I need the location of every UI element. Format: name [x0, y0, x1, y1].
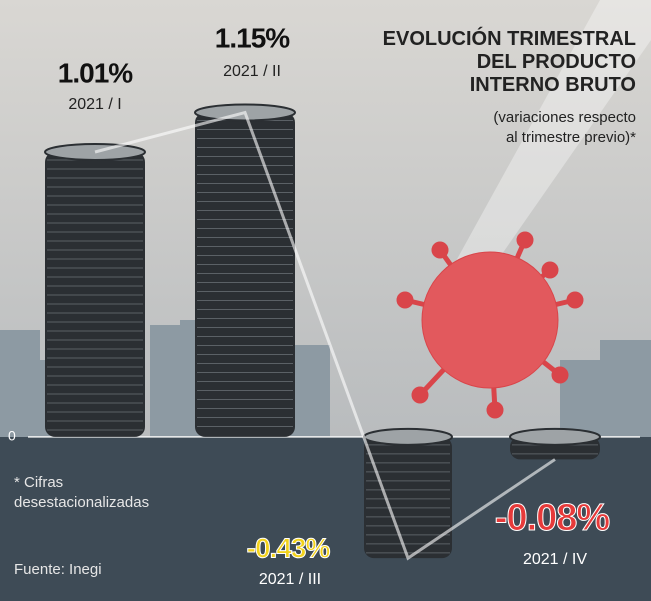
x-tick-label: 2021 / I — [68, 96, 121, 113]
x-tick-label: 2021 / III — [259, 571, 321, 588]
note: * Cifras desestacionalizadas — [14, 474, 149, 511]
chart-subtitle: (variaciones respecto al trimestre previo… — [493, 109, 636, 146]
coin-stack — [195, 112, 295, 437]
coin-top — [363, 427, 453, 446]
value-label: 1.15% — [215, 22, 290, 53]
coin-stack — [364, 436, 452, 559]
value-label: 1.01% — [58, 57, 133, 88]
trend-line — [94, 110, 556, 561]
lower-band — [0, 437, 651, 601]
value-label: -0.08% — [495, 497, 610, 539]
coin-top — [509, 427, 601, 446]
value-label: -0.43% — [247, 532, 331, 563]
y-tick-label: 0 — [8, 428, 16, 444]
light-beam — [440, 0, 651, 300]
x-tick-label: 2021 / IV — [523, 551, 587, 568]
x-tick-label: 2021 / II — [223, 63, 281, 80]
virus — [396, 231, 584, 419]
chart-title: EVOLUCIÓN TRIMESTRAL DEL PRODUCTO INTERNO … — [383, 26, 636, 96]
source: Fuente: Inegi — [14, 561, 102, 578]
